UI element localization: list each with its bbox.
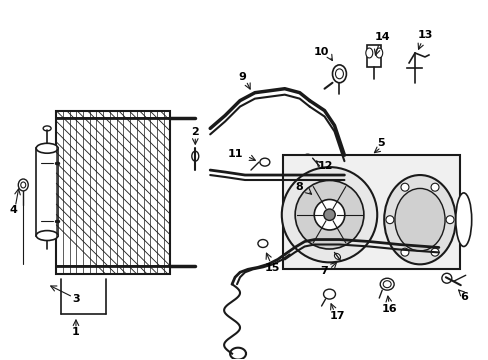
Bar (36, 148, 58, 235)
Circle shape (430, 248, 438, 256)
Ellipse shape (365, 48, 372, 58)
Text: 5: 5 (377, 138, 384, 148)
Text: 3: 3 (72, 294, 80, 304)
Bar (282, 155, 459, 269)
Ellipse shape (43, 126, 51, 131)
Text: 1: 1 (72, 327, 80, 337)
Circle shape (441, 273, 451, 283)
Circle shape (385, 216, 393, 224)
Ellipse shape (302, 154, 312, 162)
Ellipse shape (384, 175, 455, 264)
Ellipse shape (36, 143, 58, 153)
Ellipse shape (257, 239, 267, 247)
Ellipse shape (260, 158, 269, 166)
Circle shape (400, 248, 408, 256)
Ellipse shape (334, 253, 340, 260)
Ellipse shape (455, 193, 471, 247)
Text: 12: 12 (317, 161, 333, 171)
Ellipse shape (332, 65, 346, 83)
Text: 6: 6 (459, 292, 467, 302)
Bar (56, 111, 170, 274)
Ellipse shape (323, 289, 335, 299)
Circle shape (445, 216, 453, 224)
Ellipse shape (18, 179, 28, 191)
Text: 15: 15 (264, 263, 280, 273)
Ellipse shape (383, 281, 390, 288)
Ellipse shape (36, 231, 58, 240)
Polygon shape (56, 111, 170, 274)
Ellipse shape (394, 188, 444, 251)
Ellipse shape (375, 48, 382, 58)
Text: 8: 8 (295, 182, 303, 192)
Text: 9: 9 (238, 72, 245, 82)
Circle shape (314, 199, 344, 230)
Text: 14: 14 (374, 32, 389, 42)
Circle shape (400, 183, 408, 191)
Ellipse shape (380, 278, 393, 290)
Text: 4: 4 (9, 205, 17, 215)
Text: 2: 2 (191, 127, 199, 138)
Text: 7: 7 (320, 266, 328, 276)
Text: 13: 13 (416, 30, 432, 40)
Circle shape (295, 180, 363, 249)
Bar (366, 45, 381, 67)
Circle shape (323, 209, 335, 220)
Circle shape (281, 167, 376, 262)
Text: 10: 10 (313, 47, 328, 57)
Bar (56, 111, 170, 274)
Ellipse shape (20, 182, 26, 188)
Circle shape (430, 183, 438, 191)
Ellipse shape (191, 151, 198, 161)
Text: 11: 11 (227, 149, 243, 159)
Text: 16: 16 (381, 304, 396, 314)
Ellipse shape (335, 69, 343, 79)
Text: 17: 17 (329, 311, 345, 321)
